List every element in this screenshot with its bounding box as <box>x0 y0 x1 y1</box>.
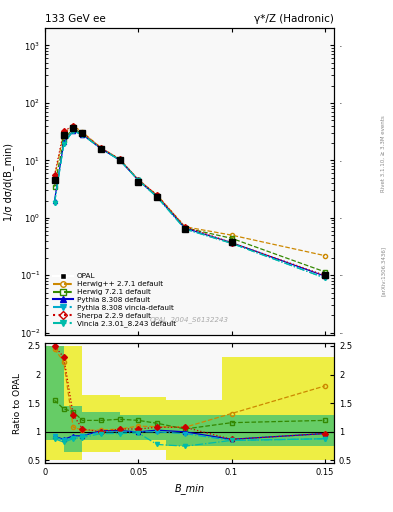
Text: OPAL_2004_S6132243: OPAL_2004_S6132243 <box>150 316 229 323</box>
Y-axis label: Ratio to OPAL: Ratio to OPAL <box>13 373 22 434</box>
Text: [arXiv:1306.3436]: [arXiv:1306.3436] <box>381 246 386 296</box>
X-axis label: B_min: B_min <box>174 483 205 494</box>
Text: Rivet 3.1.10, ≥ 3.3M events: Rivet 3.1.10, ≥ 3.3M events <box>381 115 386 192</box>
Text: 133 GeV ee: 133 GeV ee <box>45 13 106 24</box>
Y-axis label: 1/σ dσ/d(B_min): 1/σ dσ/d(B_min) <box>3 143 14 221</box>
Legend: OPAL, Herwig++ 2.7.1 default, Herwig 7.2.1 default, Pythia 8.308 default, Pythia: OPAL, Herwig++ 2.7.1 default, Herwig 7.2… <box>52 272 178 329</box>
Text: γ*/Z (Hadronic): γ*/Z (Hadronic) <box>254 13 334 24</box>
